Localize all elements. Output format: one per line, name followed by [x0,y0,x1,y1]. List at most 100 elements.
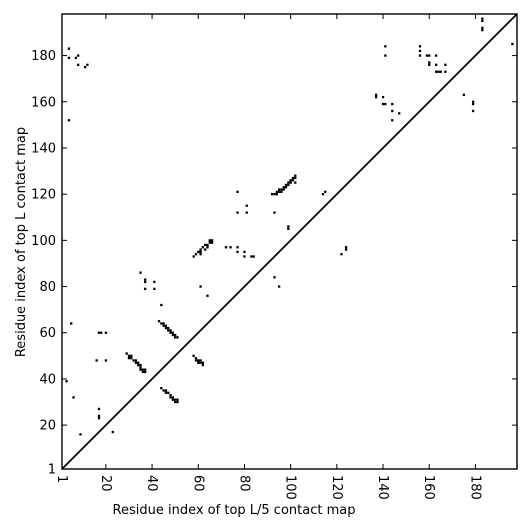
data-point [236,246,239,249]
x-tick-label: 40 [144,475,159,492]
data-point [167,326,170,330]
data-point [471,102,475,106]
data-point [280,190,283,193]
data-point [250,255,253,258]
data-point [199,253,202,256]
data-point [167,329,170,332]
data-point [194,356,198,360]
data-point [67,47,71,50]
data-point [143,370,147,374]
x-tick-label: 100 [283,475,298,500]
data-point [273,211,276,214]
data-point [344,246,348,249]
data-point [275,190,278,193]
data-point [208,239,211,242]
data-point [208,241,211,244]
data-points [65,17,514,436]
data-point [127,356,131,360]
data-point [391,102,394,106]
data-point [206,294,209,297]
data-point [194,359,198,362]
data-point [143,280,147,284]
data-point [481,29,484,32]
x-tick-label: 80 [236,475,251,492]
y-tick-label: 60 [39,326,56,341]
data-point [197,250,200,254]
data-point [192,354,195,357]
data-point [206,243,209,247]
data-point [139,366,142,369]
y-axis-title: Residue index of top L contact map [14,127,29,357]
data-point [176,400,179,404]
data-point [137,363,140,367]
data-point [169,393,172,397]
data-point [374,95,378,99]
plot-frame [61,13,518,470]
x-axis-title: Residue index of top L/5 contact map [113,503,356,518]
data-point [236,190,239,193]
data-point [176,398,179,401]
data-point [374,93,378,96]
data-point [398,112,401,115]
y-tick-label: 100 [31,234,56,249]
data-point [236,250,239,254]
data-point [481,17,484,20]
x-tick-label: 1 [54,475,69,483]
data-point [164,324,168,327]
data-point [273,276,276,279]
data-point [153,280,156,284]
axis-ticks [61,14,517,470]
data-point [435,70,438,73]
data-point [67,56,71,60]
data-point [139,363,142,367]
data-point [134,361,138,364]
data-point [111,430,114,434]
x-tick-label: 60 [190,475,205,492]
y-tick-label: 40 [39,372,56,387]
data-point [439,70,442,73]
data-point [444,70,447,73]
x-tick-label: 120 [329,475,344,500]
data-point [324,190,327,193]
data-point [162,322,165,325]
data-point [197,361,200,364]
data-point [141,370,144,374]
data-point [511,42,514,46]
data-point [174,400,177,404]
data-point [174,333,177,337]
data-point [384,54,387,57]
data-point [236,211,239,214]
data-point [86,63,89,66]
data-point [289,181,292,184]
data-point [428,61,431,64]
data-point [171,331,175,334]
data-point [280,188,283,191]
data-point [160,303,163,307]
data-point [174,336,177,339]
data-point [282,186,285,189]
data-point [143,368,147,371]
data-point [384,45,387,48]
data-point [271,193,274,196]
data-point [199,361,202,364]
data-point [243,250,246,254]
data-point [428,63,431,66]
data-point [199,250,202,254]
diagonal-line [61,13,518,470]
data-point [130,356,133,360]
data-point [199,285,202,288]
data-point [65,380,68,383]
data-point [176,336,179,339]
data-point [277,285,281,288]
data-point [204,248,207,251]
data-point [289,179,292,182]
x-tick-label: 20 [98,475,113,492]
data-point [291,176,295,180]
data-point [160,322,163,325]
data-point [130,354,133,357]
data-point [287,225,290,228]
data-point [245,204,248,207]
data-point [243,255,246,258]
data-point [139,368,142,371]
